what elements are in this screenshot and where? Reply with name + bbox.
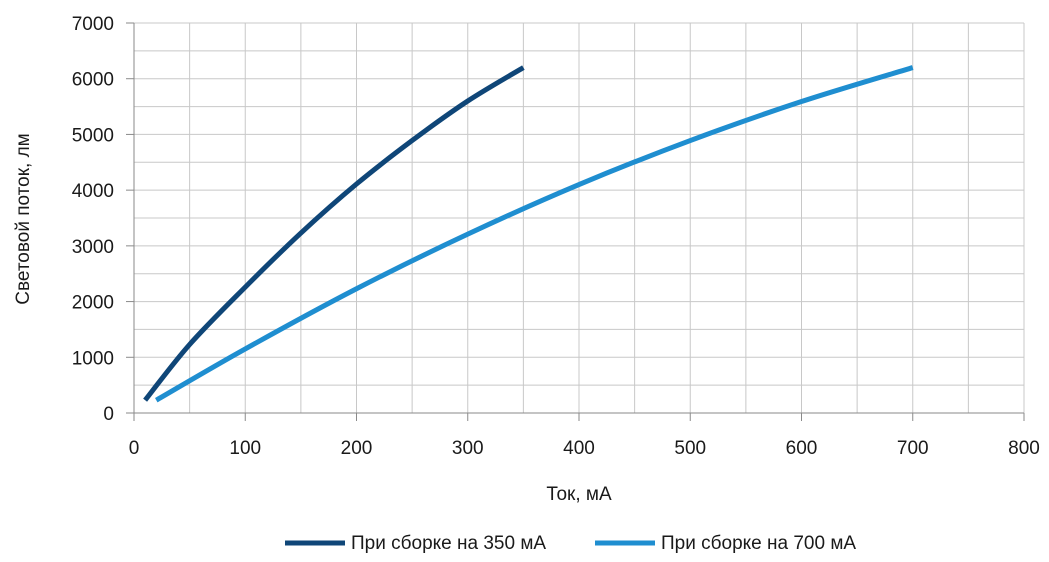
series-line-2 [155, 65, 914, 403]
axes [126, 22, 1025, 421]
x-tick-label: 600 [786, 438, 818, 459]
y-tick-label: 4000 [72, 181, 114, 202]
y-tick-labels: 0 1000 2000 3000 4000 5000 6000 7000 [72, 14, 114, 425]
y-tick-label: 1000 [72, 348, 114, 369]
legend-label-1: При сборке на 350 мА [351, 533, 546, 554]
x-tick-label: 400 [563, 438, 595, 459]
series-lines [143, 65, 914, 403]
grid [133, 22, 1025, 414]
y-tick-label: 5000 [72, 125, 114, 146]
x-tick-label: 800 [1008, 438, 1040, 459]
series-line-1 [143, 65, 525, 402]
x-tick-label: 0 [129, 438, 140, 459]
y-tick-label: 0 [103, 404, 114, 425]
x-tick-label: 200 [341, 438, 373, 459]
y-tick-label: 3000 [72, 237, 114, 258]
legend: При сборке на 350 мА При сборке на 700 мА [285, 533, 856, 554]
x-tick-labels: 0 100 200 300 400 500 600 700 800 [129, 438, 1040, 459]
x-tick-label: 700 [897, 438, 929, 459]
x-tick-label: 300 [452, 438, 484, 459]
y-tick-label: 6000 [72, 70, 114, 91]
y-tick-label: 7000 [72, 14, 114, 35]
y-axis-title: Световой поток, лм [13, 133, 34, 304]
x-tick-label: 500 [674, 438, 706, 459]
y-tick-label: 2000 [72, 293, 114, 314]
x-axis-title: Ток, мА [546, 484, 612, 505]
x-tick-label: 100 [229, 438, 261, 459]
legend-label-2: При сборке на 700 мА [661, 533, 856, 554]
